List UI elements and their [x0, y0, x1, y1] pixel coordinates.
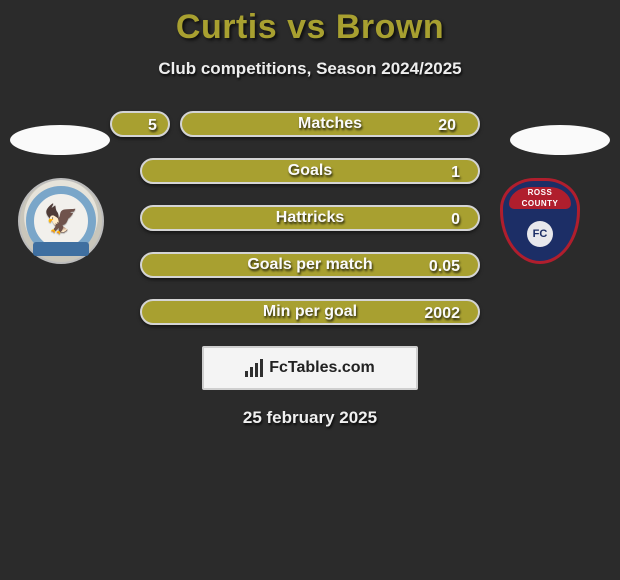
stat-label-gpm: Goals per match	[247, 256, 372, 274]
fctables-label: FcTables.com	[269, 359, 375, 377]
stat-label-mpg: Min per goal	[263, 303, 357, 321]
subtitle: Club competitions, Season 2024/2025	[0, 59, 620, 79]
flag-right-icon	[510, 125, 610, 155]
stat-value-right-matches: 20	[438, 117, 456, 135]
stat-value-right-hattricks: 0	[451, 211, 460, 229]
eagle-icon: 🦅	[44, 203, 79, 236]
ross-fc-circle: FC	[527, 221, 553, 247]
bar-goals: Goals	[140, 158, 480, 184]
flag-left-icon	[10, 125, 110, 155]
stat-value-right-goals: 1	[451, 164, 460, 182]
fctables-bars-icon	[245, 359, 263, 377]
stat-value-right-mpg: 2002	[424, 305, 460, 323]
left-club-badge[interactable]: 🦅	[18, 178, 118, 268]
ross-top-band: ROSS COUNTY	[509, 187, 571, 209]
st-johnstone-badge-icon: 🦅	[18, 178, 104, 264]
bar-left-matches	[110, 111, 170, 137]
bar-right-matches: Matches	[180, 111, 480, 137]
stat-label-goals: Goals	[288, 162, 332, 180]
stat-value-left-matches: 5	[148, 117, 157, 135]
ross-line1: ROSS	[509, 187, 571, 198]
stat-label-hattricks: Hattricks	[276, 209, 344, 227]
stat-row-min-per-goal: Min per goal 2002	[0, 299, 620, 329]
ross-county-badge-icon: ROSS COUNTY FC	[500, 178, 580, 264]
footer-date: 25 february 2025	[0, 408, 620, 428]
ribbon-icon	[33, 242, 89, 256]
ross-line2: COUNTY	[509, 198, 571, 209]
stat-label-matches: Matches	[298, 115, 362, 133]
right-club-badge[interactable]: ROSS COUNTY FC	[500, 178, 600, 268]
stat-value-right-gpm: 0.05	[429, 258, 460, 276]
title: Curtis vs Brown	[0, 8, 620, 47]
bar-hattricks: Hattricks	[140, 205, 480, 231]
fctables-link[interactable]: FcTables.com	[202, 346, 418, 390]
